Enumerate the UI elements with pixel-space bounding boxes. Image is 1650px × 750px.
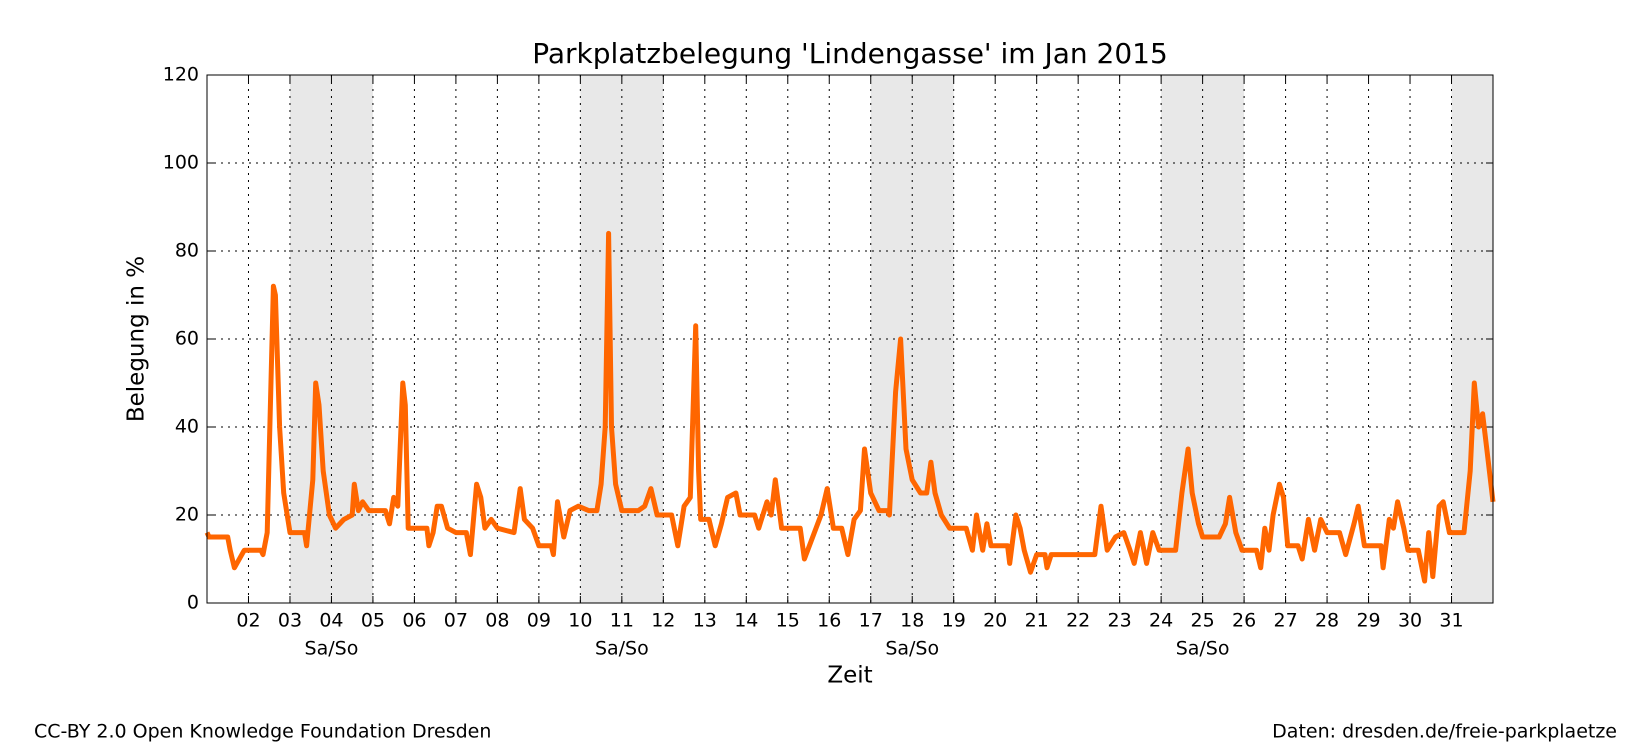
x-tick-label: 23 bbox=[1108, 610, 1132, 632]
x-tick-label: 04 bbox=[319, 610, 343, 632]
x-tick-label: 06 bbox=[402, 610, 426, 632]
x-tick-label: 02 bbox=[236, 610, 260, 632]
x-tick-label: 16 bbox=[817, 610, 841, 632]
plot-frame bbox=[206, 74, 1494, 604]
weekend-label: Sa/So bbox=[595, 638, 649, 660]
x-tick-label: 24 bbox=[1149, 610, 1173, 632]
x-tick-label: 08 bbox=[485, 610, 509, 632]
chart-title: Parkplatzbelegung 'Lindengasse' im Jan 2… bbox=[532, 37, 1168, 70]
x-tick-label: 15 bbox=[776, 610, 800, 632]
weekend-label: Sa/So bbox=[1176, 638, 1230, 660]
weekend-label: Sa/So bbox=[885, 638, 939, 660]
weekend-label: Sa/So bbox=[305, 638, 359, 660]
y-tick-label: 20 bbox=[175, 504, 199, 526]
x-tick-label: 03 bbox=[278, 610, 302, 632]
footer-credit: CC-BY 2.0 Open Knowledge Foundation Dres… bbox=[34, 721, 491, 743]
x-tick-label: 27 bbox=[1273, 610, 1297, 632]
x-tick-label: 18 bbox=[900, 610, 924, 632]
y-tick-label: 60 bbox=[175, 328, 199, 350]
y-tick-label: 80 bbox=[175, 240, 199, 262]
y-axis-label: Belegung in % bbox=[124, 256, 150, 422]
footer-source: Daten: dresden.de/freie-parkplaetze bbox=[1272, 721, 1617, 743]
y-tick-label: 40 bbox=[175, 416, 199, 438]
x-tick-label: 30 bbox=[1398, 610, 1422, 632]
x-tick-label: 20 bbox=[983, 610, 1007, 632]
x-tick-label: 17 bbox=[859, 610, 883, 632]
y-tick-label: 120 bbox=[163, 64, 199, 86]
x-tick-label: 07 bbox=[444, 610, 468, 632]
x-tick-label: 12 bbox=[651, 610, 675, 632]
x-tick-label: 11 bbox=[610, 610, 634, 632]
x-tick-label: 05 bbox=[361, 610, 385, 632]
y-tick-label: 0 bbox=[187, 592, 199, 614]
x-tick-label: 29 bbox=[1356, 610, 1380, 632]
x-tick-label: 09 bbox=[527, 610, 551, 632]
x-tick-label: 13 bbox=[693, 610, 717, 632]
x-tick-label: 14 bbox=[734, 610, 758, 632]
x-tick-label: 26 bbox=[1232, 610, 1256, 632]
x-axis-label: Zeit bbox=[827, 663, 872, 689]
data-line bbox=[204, 230, 1496, 584]
x-tick-label: 21 bbox=[1025, 610, 1049, 632]
y-tick-label: 100 bbox=[163, 152, 199, 174]
x-tick-label: 31 bbox=[1439, 610, 1463, 632]
x-tick-label: 28 bbox=[1315, 610, 1339, 632]
x-tick-label: 19 bbox=[942, 610, 966, 632]
x-tick-label: 22 bbox=[1066, 610, 1090, 632]
x-tick-label: 25 bbox=[1191, 610, 1215, 632]
x-tick-label: 10 bbox=[568, 610, 592, 632]
